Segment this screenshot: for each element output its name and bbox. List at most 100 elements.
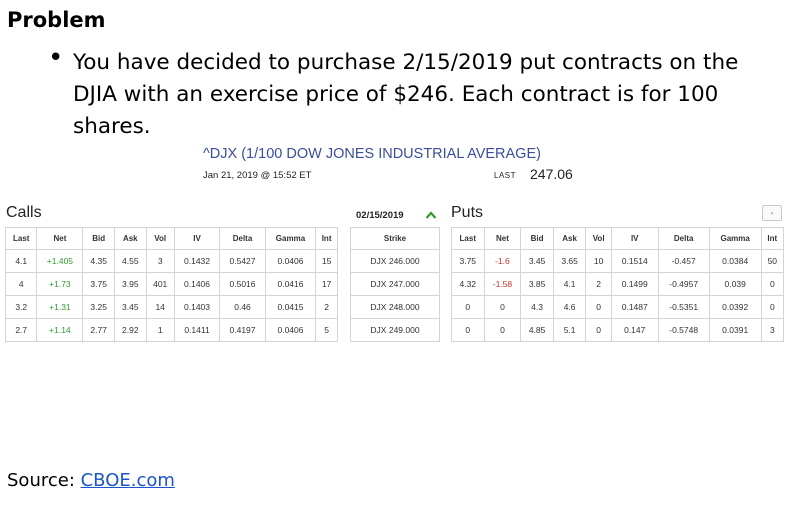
source-link[interactable]: CBOE.com (80, 470, 175, 491)
strike-row[interactable]: DJX 248.000 (350, 295, 440, 319)
call-vol-cell: 401 (145, 272, 175, 296)
puts-heading: Puts (451, 204, 484, 221)
calls-col-bid[interactable]: Bid (82, 227, 115, 250)
quote-datetime: Jan 21, 2019 @ 15:52 ET (203, 170, 312, 181)
expiry-date[interactable]: 02/15/2019 (356, 210, 404, 221)
call-last-cell: 2.7 (4, 318, 38, 342)
put-net-cell: 0 (483, 318, 522, 342)
call-net-cell: +1.31 (36, 295, 84, 319)
put-int-cell: 50 (760, 249, 785, 273)
puts-col-int[interactable]: Int (760, 227, 785, 250)
call-int-cell: 15 (315, 249, 338, 273)
strike-cell: DJX 249.000 (350, 318, 440, 342)
puts-header-row: Last Net Bid Ask Vol IV Delta Gamma Int (451, 227, 785, 250)
put-delta-cell: -0.5351 (657, 295, 710, 319)
put-last-cell: 4.32 (451, 272, 485, 296)
put-row[interactable]: 3.75 -1.6 3.45 3.65 10 0.1514 -0.457 0.0384 50 (451, 249, 785, 273)
put-iv-cell: 0.1499 (610, 272, 659, 296)
call-row[interactable]: 4.1 +1.405 4.35 4.55 3 0.1432 0.5427 0.0406 15 (4, 249, 338, 273)
put-int-cell: 0 (760, 295, 785, 319)
puts-col-vol[interactable]: Vol (585, 227, 612, 250)
calls-col-delta[interactable]: Delta (219, 227, 266, 250)
put-row[interactable]: 4.32 -1.58 3.85 4.1 2 0.1499 -0.4957 0.039 0 (451, 272, 785, 296)
put-row[interactable]: 0 0 4.85 5.1 0 0.147 -0.5748 0.0391 3 (451, 318, 785, 342)
put-iv-cell: 0.1514 (610, 249, 659, 273)
put-delta-cell: -0.4957 (657, 272, 710, 296)
call-bid-cell: 4.35 (82, 249, 115, 273)
put-gamma-cell: 0.0392 (708, 295, 762, 319)
strike-row[interactable]: DJX 246.000 (350, 249, 440, 273)
put-last-cell: 3.75 (451, 249, 485, 273)
call-row[interactable]: 4 +1.73 3.75 3.95 401 0.1406 0.5016 0.0416 17 (4, 272, 338, 296)
call-int-cell: 2 (315, 295, 338, 319)
strike-cell: DJX 248.000 (350, 295, 440, 319)
calls-col-last[interactable]: Last (4, 227, 38, 250)
call-gamma-cell: 0.0415 (264, 295, 317, 319)
call-vol-cell: 3 (145, 249, 175, 273)
call-iv-cell: 0.1403 (173, 295, 221, 319)
call-last-cell: 4.1 (4, 249, 38, 273)
calls-col-vol[interactable]: Vol (145, 227, 175, 250)
puts-col-last[interactable]: Last (451, 227, 485, 250)
call-gamma-cell: 0.0406 (264, 318, 317, 342)
call-ask-cell: 3.95 (113, 272, 147, 296)
calls-col-gamma[interactable]: Gamma (264, 227, 317, 250)
calls-header-row: Last Net Bid Ask Vol IV Delta Gamma Int (4, 227, 338, 250)
put-net-cell: -1.58 (483, 272, 522, 296)
strike-row[interactable]: DJX 249.000 (350, 318, 440, 342)
call-iv-cell: 0.1432 (173, 249, 221, 273)
call-delta-cell: 0.4197 (219, 318, 266, 342)
strike-cell: DJX 246.000 (350, 249, 440, 273)
put-vol-cell: 2 (585, 272, 612, 296)
call-vol-cell: 1 (145, 318, 175, 342)
calls-col-net[interactable]: Net (36, 227, 84, 250)
call-ask-cell: 4.55 (113, 249, 147, 273)
put-ask-cell: 4.6 (552, 295, 587, 319)
chevron-up-icon[interactable] (425, 210, 437, 220)
calls-heading: Calls (6, 204, 42, 221)
put-net-cell: 0 (483, 295, 522, 319)
strike-col[interactable]: Strike (350, 227, 440, 250)
puts-col-iv[interactable]: IV (610, 227, 659, 250)
put-delta-cell: -0.457 (657, 249, 710, 273)
call-delta-cell: 0.46 (219, 295, 266, 319)
strike-header-row: Strike (350, 227, 440, 250)
call-gamma-cell: 0.0416 (264, 272, 317, 296)
put-int-cell: 0 (760, 272, 785, 296)
put-ask-cell: 3.65 (552, 249, 587, 273)
call-ask-cell: 2.92 (113, 318, 147, 342)
put-ask-cell: 5.1 (552, 318, 587, 342)
put-vol-cell: 0 (585, 295, 612, 319)
put-last-cell: 0 (451, 318, 485, 342)
bullet-marker: • (48, 43, 64, 73)
put-net-cell: -1.6 (483, 249, 522, 273)
call-delta-cell: 0.5427 (219, 249, 266, 273)
call-int-cell: 5 (315, 318, 338, 342)
call-row[interactable]: 3.2 +1.31 3.25 3.45 14 0.1403 0.46 0.0415 2 (4, 295, 338, 319)
puts-col-gamma[interactable]: Gamma (708, 227, 762, 250)
strike-row[interactable]: DJX 247.000 (350, 272, 440, 296)
calls-table: Last Net Bid Ask Vol IV Delta Gamma Int … (4, 227, 338, 342)
collapse-button[interactable]: - (762, 205, 782, 221)
call-iv-cell: 0.1411 (173, 318, 221, 342)
calls-col-ask[interactable]: Ask (113, 227, 147, 250)
call-delta-cell: 0.5016 (219, 272, 266, 296)
put-bid-cell: 3.85 (520, 272, 554, 296)
call-bid-cell: 3.75 (82, 272, 115, 296)
puts-col-ask[interactable]: Ask (552, 227, 587, 250)
put-ask-cell: 4.1 (552, 272, 587, 296)
call-row[interactable]: 2.7 +1.14 2.77 2.92 1 0.1411 0.4197 0.0406 5 (4, 318, 338, 342)
call-net-cell: +1.73 (36, 272, 84, 296)
call-int-cell: 17 (315, 272, 338, 296)
source-label: Source: (7, 470, 81, 491)
calls-col-iv[interactable]: IV (173, 227, 221, 250)
puts-col-net[interactable]: Net (483, 227, 522, 250)
put-row[interactable]: 0 0 4.3 4.6 0 0.1487 -0.5351 0.0392 0 (451, 295, 785, 319)
call-last-cell: 4 (4, 272, 38, 296)
put-iv-cell: 0.1487 (610, 295, 659, 319)
puts-col-bid[interactable]: Bid (520, 227, 554, 250)
call-net-cell: +1.405 (36, 249, 84, 273)
put-bid-cell: 4.3 (520, 295, 554, 319)
puts-col-delta[interactable]: Delta (657, 227, 710, 250)
calls-col-int[interactable]: Int (315, 227, 338, 250)
